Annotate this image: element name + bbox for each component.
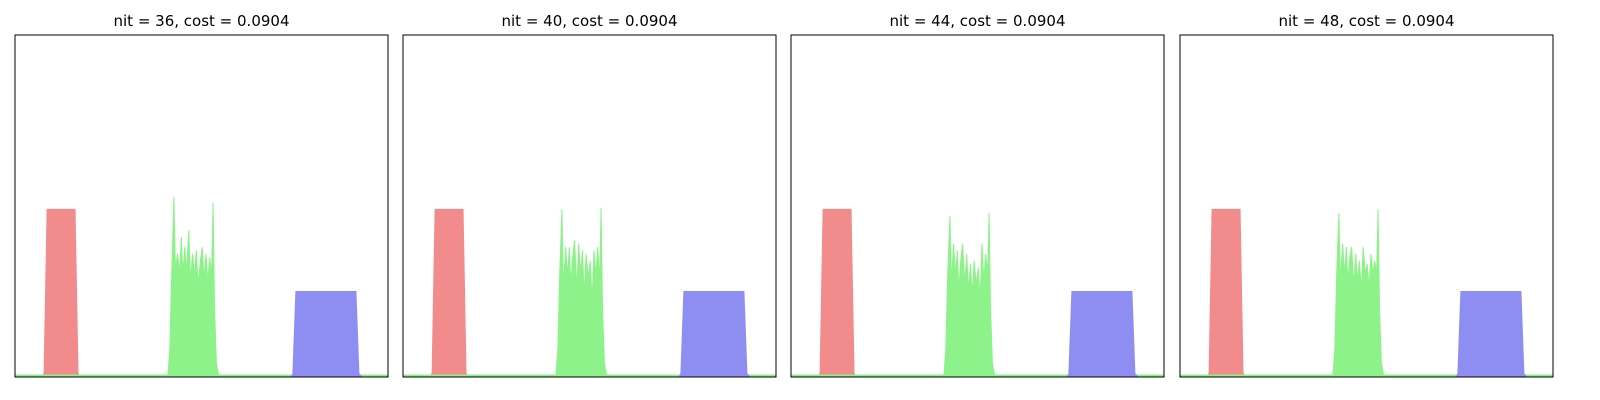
area — [816, 208, 859, 378]
area — [1455, 291, 1528, 378]
panel-title: nit = 48, cost = 0.0904 — [1279, 12, 1455, 30]
area — [428, 208, 471, 378]
area — [40, 208, 83, 378]
panel: nit = 48, cost = 0.0904 — [1179, 12, 1554, 378]
area — [14, 197, 389, 378]
panel-title: nit = 44, cost = 0.0904 — [890, 12, 1066, 30]
area — [402, 207, 777, 378]
plot-frame — [1179, 34, 1554, 378]
plot-frame — [402, 34, 777, 378]
panel: nit = 36, cost = 0.0904 — [14, 12, 389, 378]
area — [1066, 291, 1139, 378]
area — [1205, 208, 1248, 378]
area — [290, 291, 363, 378]
area — [678, 291, 751, 378]
area — [790, 212, 1165, 378]
panel: nit = 44, cost = 0.0904 — [790, 12, 1165, 378]
area — [1179, 209, 1554, 378]
panel-title: nit = 36, cost = 0.0904 — [114, 12, 290, 30]
plot-frame — [14, 34, 389, 378]
plot-frame — [790, 34, 1165, 378]
panel-title: nit = 40, cost = 0.0904 — [502, 12, 678, 30]
panel: nit = 40, cost = 0.0904 — [402, 12, 777, 378]
